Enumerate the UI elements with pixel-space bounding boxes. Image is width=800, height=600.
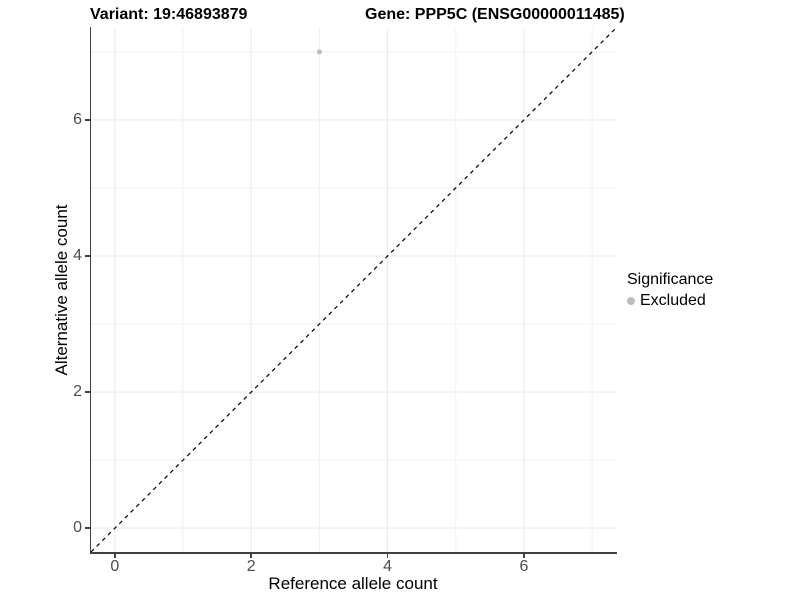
y-tick-mark xyxy=(85,119,90,121)
plot-panel-svg xyxy=(91,28,616,552)
legend-key-dot-icon xyxy=(627,297,635,305)
x-tick-mark xyxy=(523,553,525,558)
legend: Significance Excluded xyxy=(627,271,713,310)
y-tick-label: 4 xyxy=(73,246,82,264)
x-tick-mark xyxy=(114,553,116,558)
plot-title-gene: Gene: PPP5C (ENSG00000011485) xyxy=(365,6,625,23)
x-axis-line xyxy=(89,552,617,554)
data-point xyxy=(316,49,322,55)
y-axis-line xyxy=(89,27,91,553)
x-axis-title: Reference allele count xyxy=(268,574,438,593)
y-axis-title: Alternative allele count xyxy=(52,204,71,376)
legend-title: Significance xyxy=(627,271,714,288)
x-tick-label: 2 xyxy=(246,558,256,575)
y-tick-mark xyxy=(85,527,90,529)
y-tick-mark xyxy=(85,255,90,257)
legend-items: Excluded xyxy=(627,292,713,310)
x-tick-label: 0 xyxy=(110,558,120,575)
x-tick-label: 6 xyxy=(519,558,529,575)
x-tick-mark xyxy=(386,553,389,558)
x-tick-label: 4 xyxy=(383,558,393,575)
legend-item: Excluded xyxy=(627,292,713,310)
x-tick-mark xyxy=(250,553,252,558)
plot-title-variant: Variant: 19:46893879 xyxy=(90,6,248,23)
y-tick-label: 0 xyxy=(73,519,82,537)
y-tick-label: 6 xyxy=(73,110,82,128)
identity-line xyxy=(91,28,616,552)
y-tick-mark xyxy=(85,391,90,393)
y-tick-label: 2 xyxy=(73,383,82,401)
legend-item-label: Excluded xyxy=(640,292,706,309)
